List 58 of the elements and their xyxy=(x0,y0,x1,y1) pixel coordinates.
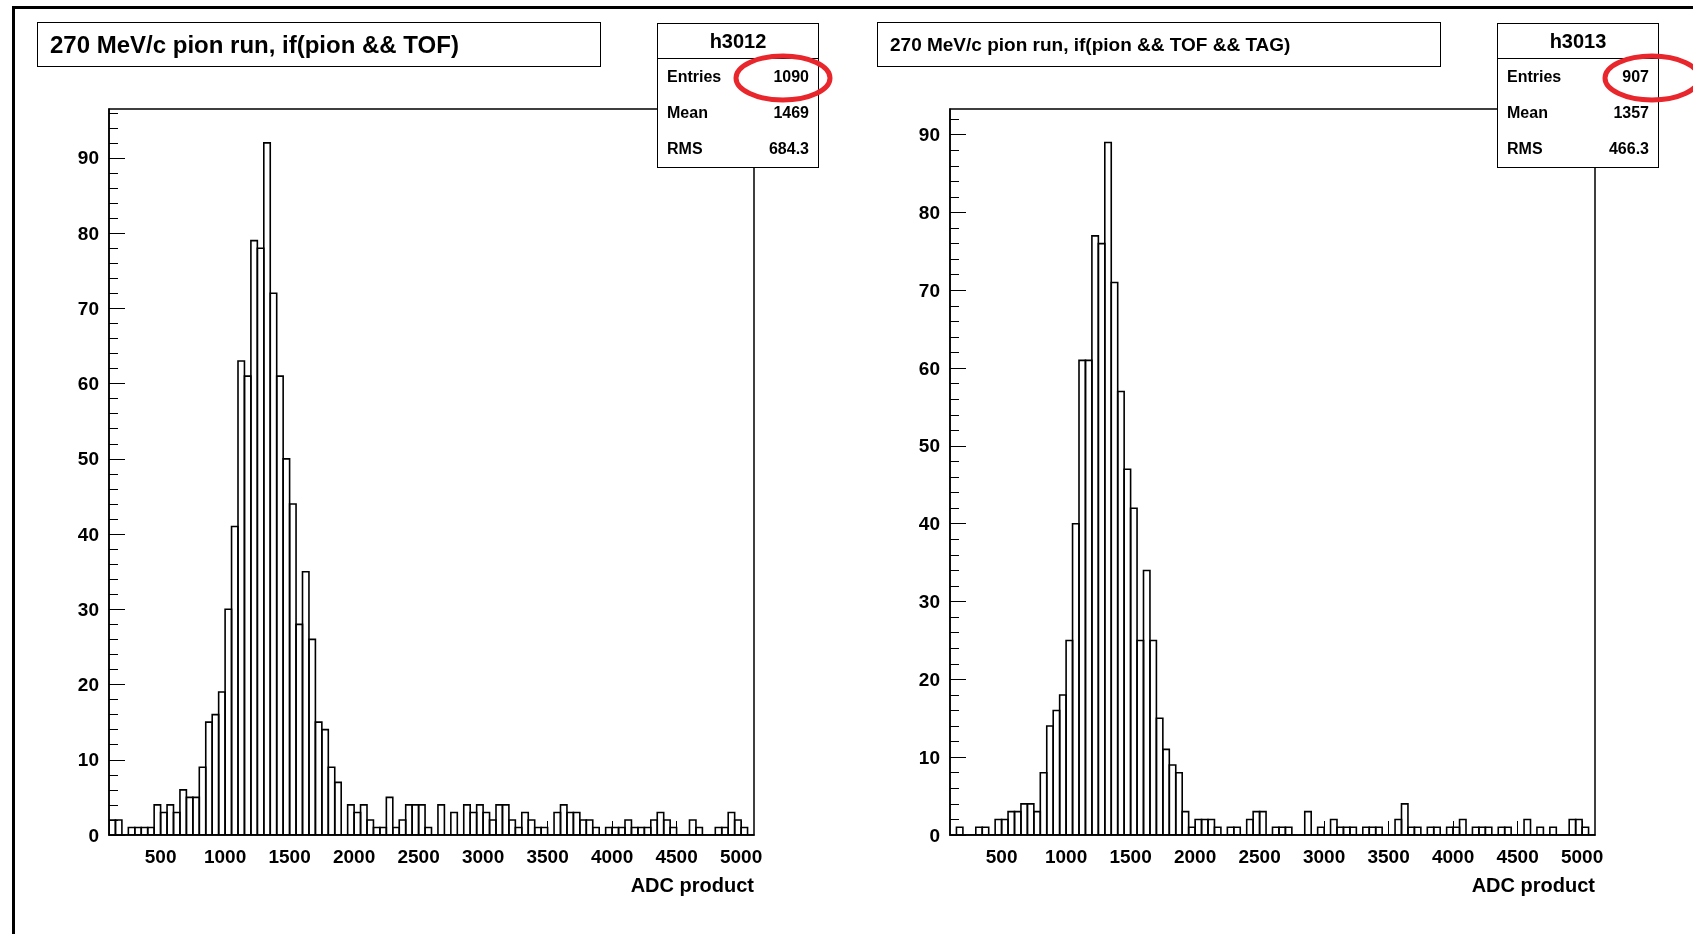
text: 684.3 xyxy=(768,140,809,158)
x-tick-label: 2500 xyxy=(1238,846,1281,867)
y-tick-label: 70 xyxy=(918,279,940,301)
text: 466.3 xyxy=(1608,140,1649,158)
text: Entries xyxy=(1507,68,1562,86)
y-tick-label: 10 xyxy=(77,749,99,771)
y-tick-label: 0 xyxy=(88,824,99,846)
x-tick-label: 5000 xyxy=(719,846,763,867)
y-tick-label: 90 xyxy=(918,124,940,146)
annotation: Mean xyxy=(1507,104,1548,122)
y-tick-label: 60 xyxy=(918,357,940,379)
x-tick-label: 3000 xyxy=(1302,846,1346,867)
x-tick-label: 2000 xyxy=(332,846,376,867)
x-tick-label: 2000 xyxy=(1173,846,1217,867)
text: 1357 xyxy=(1613,104,1649,122)
x-axis-title: ADC product xyxy=(630,874,755,896)
x-tick-label: 500 xyxy=(144,846,177,867)
x-tick-label: 3000 xyxy=(461,846,505,867)
y-tick-label: 30 xyxy=(77,598,99,620)
text: 907 xyxy=(1622,68,1649,86)
x-tick-label: 1500 xyxy=(268,846,311,867)
y-tick-label: 30 xyxy=(918,591,940,613)
y-tick-label: 80 xyxy=(77,222,99,244)
x-axis-title: ADC product xyxy=(1471,874,1596,896)
y-tick-label: 40 xyxy=(918,513,940,535)
chart-title: 270 MeV/c pion run, if(pion && TOF && TAG) xyxy=(877,22,1441,67)
y-tick-label: 60 xyxy=(77,373,99,395)
y-tick-label: 10 xyxy=(918,746,940,768)
x-tick-label: 1000 xyxy=(1044,846,1088,867)
annotation: RMS xyxy=(667,140,703,158)
x-tick-label: 500 xyxy=(985,846,1018,867)
x-tick-label: 4000 xyxy=(1431,846,1475,867)
text: 1469 xyxy=(773,104,809,122)
y-tick-label: 0 xyxy=(929,824,940,846)
text: Entries xyxy=(667,68,722,86)
annotation: Mean xyxy=(667,104,708,122)
x-tick-label: 3500 xyxy=(1367,846,1410,867)
y-tick-label: 20 xyxy=(77,674,99,696)
y-tick-label: 70 xyxy=(77,297,99,319)
y-tick-label: 80 xyxy=(918,201,940,223)
chart-title: 270 MeV/c pion run, if(pion && TOF) xyxy=(37,22,601,67)
y-tick-label: 20 xyxy=(918,668,940,690)
x-tick-label: 4500 xyxy=(655,846,698,867)
x-tick-label: 2500 xyxy=(397,846,440,867)
x-tick-label: 1000 xyxy=(203,846,247,867)
y-tick-label: 50 xyxy=(918,435,940,457)
x-tick-label: 5000 xyxy=(1560,846,1604,867)
text: h3012 xyxy=(658,24,818,59)
x-tick-label: 4000 xyxy=(590,846,634,867)
x-tick-label: 4500 xyxy=(1496,846,1539,867)
y-tick-label: 50 xyxy=(77,448,99,470)
text: 1090 xyxy=(773,68,809,86)
y-tick-label: 90 xyxy=(77,147,99,169)
x-tick-label: 3500 xyxy=(526,846,569,867)
text: h3013 xyxy=(1498,24,1658,59)
annotation: RMS xyxy=(1507,140,1543,158)
x-tick-label: 1500 xyxy=(1109,846,1152,867)
y-tick-label: 40 xyxy=(77,523,99,545)
